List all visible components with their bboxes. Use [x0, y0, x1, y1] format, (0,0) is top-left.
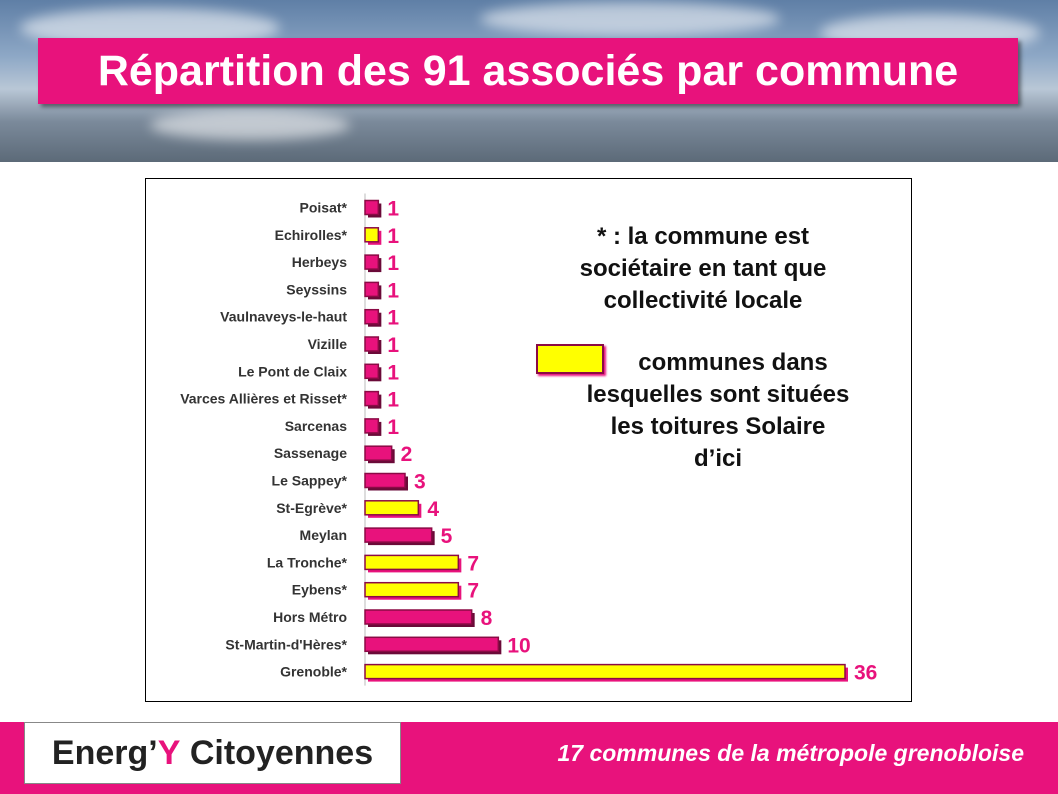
legend-line-1: communes dans [638, 349, 828, 376]
chart-frame: Poisat* 1 Echirolles* 1 Herbeys 1 Seyssins 1 Vau… [145, 178, 912, 702]
title-box: Répartition des 91 associés par commune [38, 38, 1018, 104]
bar [364, 581, 460, 598]
logo-text-y: Y [157, 733, 181, 772]
legend-line-4: d’ici [693, 445, 742, 472]
bar [364, 609, 473, 625]
note-line-3: collectivité locale [603, 287, 803, 314]
logo-text-2: Citoyennes [180, 733, 374, 772]
bar [364, 390, 380, 407]
value-label: 1 [387, 279, 399, 302]
bar [364, 254, 380, 270]
value-label: 1 [387, 361, 399, 384]
legend-swatch [536, 344, 604, 374]
note-line-2: sociétaire en tant que [579, 255, 827, 282]
category-label: St-Martin-d'Hères* [225, 636, 347, 652]
category-label: Grenoble* [280, 664, 347, 680]
value-label: 1 [387, 307, 399, 330]
value-label: 7 [467, 552, 479, 575]
bar [364, 418, 380, 434]
legend-line-2: lesquelles sont situées [586, 381, 850, 408]
bar [364, 554, 460, 571]
bar [364, 663, 846, 680]
category-label: St-Egrève* [276, 500, 347, 516]
value-label: 1 [387, 252, 399, 275]
category-label: Vizille [308, 336, 348, 352]
category-label: Hors Métro [273, 609, 347, 625]
value-label: 1 [387, 225, 399, 248]
category-label: Herbeys [292, 254, 347, 270]
legend-line-3: les toitures Solaire [610, 413, 826, 440]
category-label: Seyssins [286, 281, 347, 297]
value-label: 36 [854, 662, 877, 685]
category-label: Sarcenas [285, 418, 347, 434]
category-label: La Tronche* [267, 554, 348, 570]
category-label: Eybens* [292, 582, 348, 598]
value-label: 1 [387, 198, 399, 221]
bar [364, 281, 380, 298]
logo: Energ’ Y Citoyennes [24, 722, 401, 784]
value-label: 3 [414, 471, 426, 494]
value-label: 4 [427, 498, 439, 521]
bar [364, 500, 420, 516]
page-title: Répartition des 91 associés par commune [97, 46, 959, 95]
category-label: Vaulnaveys-le-haut [220, 309, 347, 325]
category-label: Echirolles* [275, 227, 348, 243]
value-label: 2 [401, 443, 413, 466]
value-label: 10 [507, 634, 530, 657]
category-label: Le Pont de Claix [238, 363, 347, 379]
value-label: 1 [387, 334, 399, 357]
bar [364, 199, 380, 216]
bar [364, 636, 500, 653]
value-label: 7 [467, 580, 479, 603]
footer-caption: 17 communes de la métropole grenobloise [557, 740, 1024, 766]
value-label: 1 [387, 389, 399, 412]
value-label: 8 [481, 607, 493, 630]
category-label: Meylan [300, 527, 347, 543]
bar [364, 472, 406, 489]
bar [364, 527, 433, 543]
category-label: Varces Allières et Risset* [180, 391, 347, 407]
logo-text-1: Energ’ [51, 733, 158, 772]
value-label: 1 [387, 416, 399, 439]
bar-chart: Poisat* 1 Echirolles* 1 Herbeys 1 Seyssins 1 Vau… [180, 193, 877, 686]
category-label: Le Sappey* [272, 473, 348, 489]
category-label: Sassenage [274, 445, 347, 461]
bar [364, 363, 380, 380]
category-label: Poisat* [300, 200, 348, 216]
note-line-1: * : la commune est [596, 223, 810, 250]
value-label: 5 [441, 525, 453, 548]
bar [364, 227, 380, 243]
bar [364, 336, 380, 352]
bar [364, 308, 380, 325]
bar [364, 445, 393, 461]
